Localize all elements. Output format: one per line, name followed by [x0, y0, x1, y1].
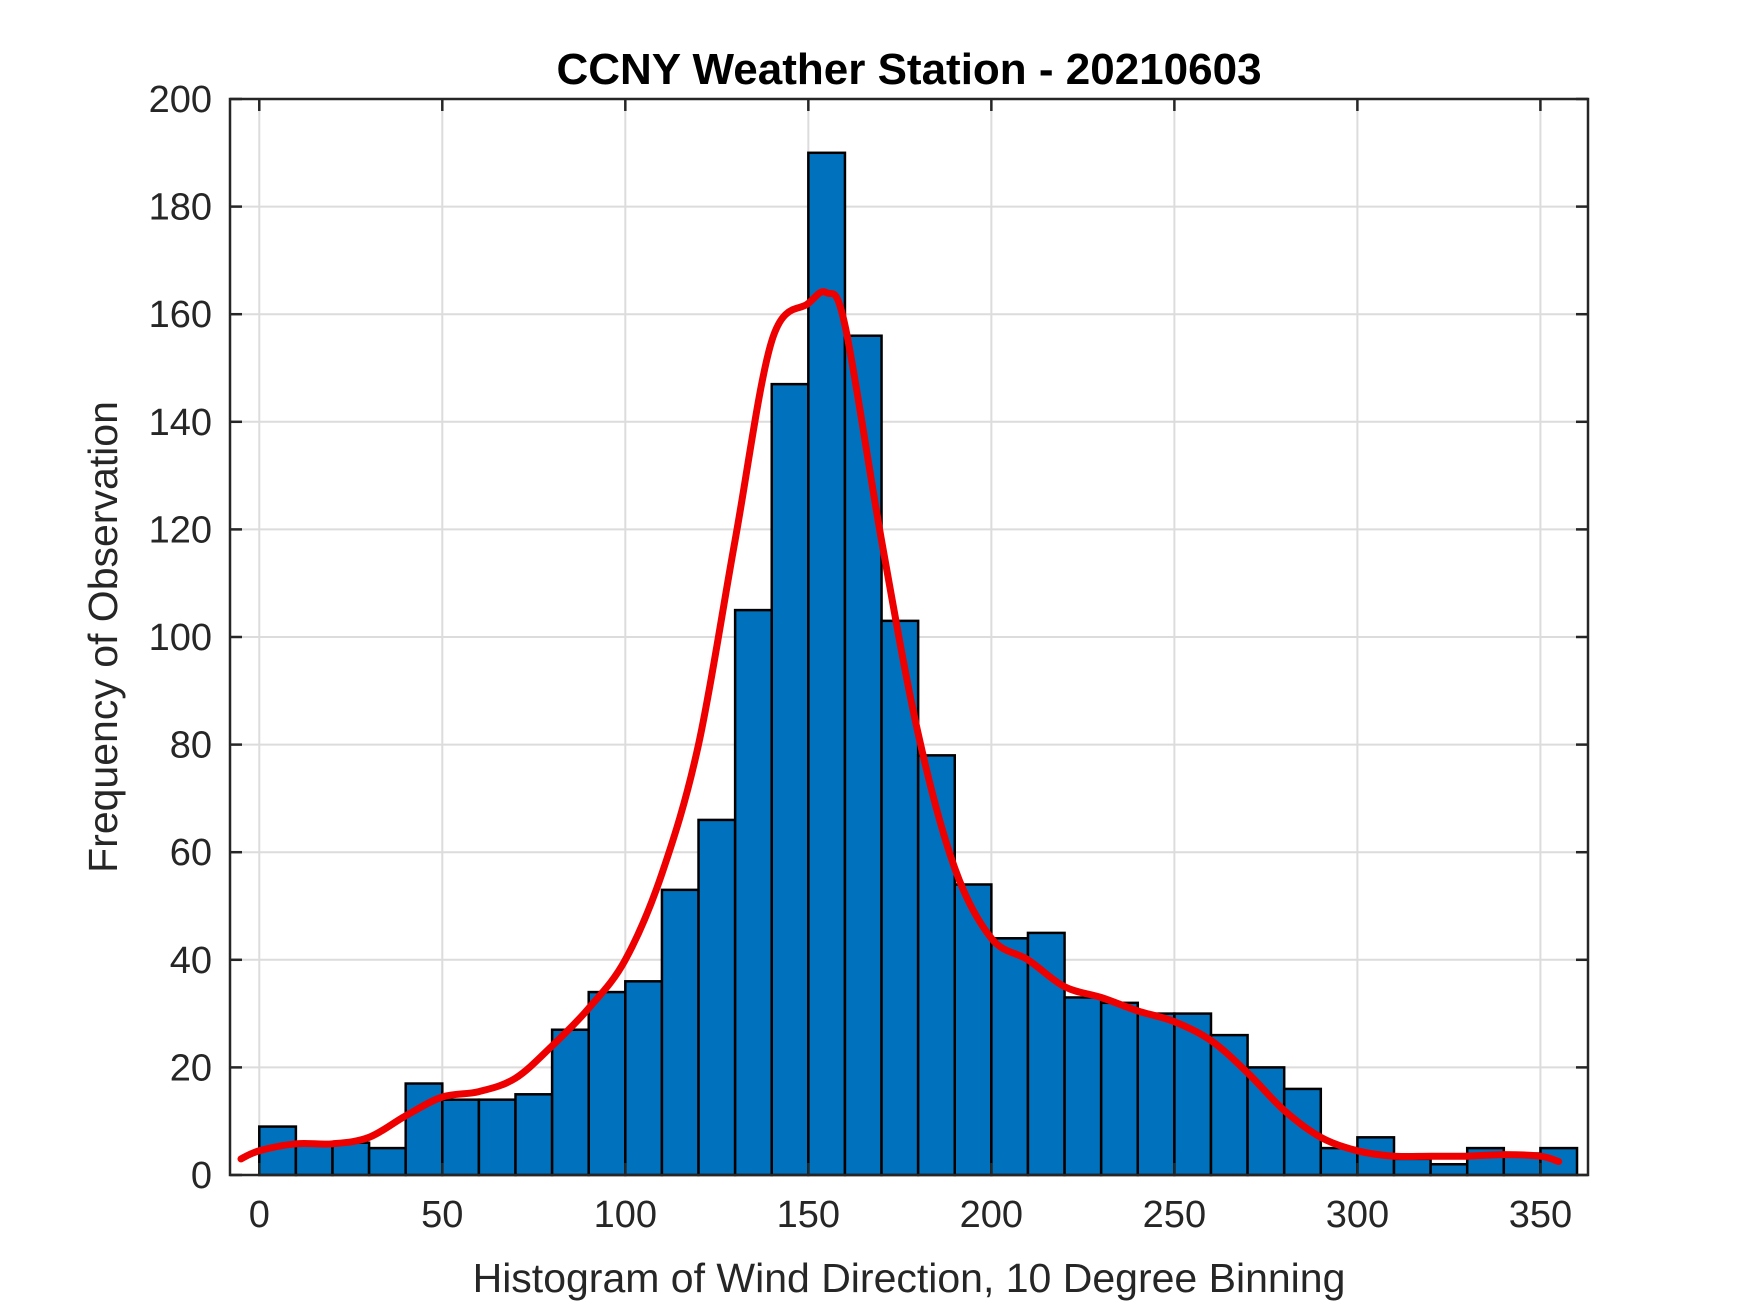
histogram-bar	[1429, 1162, 1469, 1177]
histogram-bar	[1136, 1012, 1176, 1177]
x-tick-label: 350	[1509, 1194, 1572, 1236]
x-tick-label: 0	[249, 1194, 270, 1236]
histogram-bar	[624, 980, 664, 1177]
y-tick-label: 200	[149, 79, 212, 121]
y-tick-label: 160	[149, 294, 212, 336]
y-tick-label: 140	[149, 402, 212, 444]
histogram-bar	[477, 1098, 517, 1177]
histogram-bar	[697, 818, 737, 1177]
fit-curve-layer	[237, 288, 1563, 1165]
histogram-bar	[843, 334, 883, 1177]
y-tick-label: 40	[170, 940, 212, 982]
x-tick-label: 50	[421, 1194, 463, 1236]
histogram-bar	[1026, 931, 1066, 1177]
x-axis-label: Histogram of Wind Direction, 10 Degree B…	[473, 1255, 1346, 1301]
y-tick-label: 120	[149, 509, 212, 551]
histogram-bar	[1063, 996, 1103, 1177]
x-tick-label: 150	[777, 1194, 840, 1236]
histogram-bar	[1392, 1157, 1432, 1177]
fit-curve-line	[237, 288, 1563, 1165]
y-tick-label: 0	[191, 1155, 212, 1197]
histogram-bar	[1099, 1001, 1140, 1177]
histogram-bar	[294, 1141, 334, 1177]
x-tick-label: 250	[1143, 1194, 1206, 1236]
histogram-bar	[733, 608, 773, 1177]
axis-ticks	[230, 97, 1588, 1177]
x-tick-label: 200	[960, 1194, 1023, 1236]
y-tick-label: 100	[149, 617, 212, 659]
histogram-bar	[770, 382, 810, 1177]
x-tick-label: 100	[594, 1194, 657, 1236]
histogram-bar	[331, 1141, 371, 1177]
histogram-bars	[258, 151, 1579, 1177]
x-tick-label: 300	[1326, 1194, 1389, 1236]
histogram-bar	[514, 1093, 554, 1177]
y-tick-label: 60	[170, 832, 212, 874]
histogram-bar	[660, 888, 700, 1177]
histogram-bar	[990, 937, 1030, 1177]
y-tick-label: 20	[170, 1047, 212, 1089]
tick-labels: 0 50 100 150 200 250 300 350 0 20 40 60 80 100 120 140 1…	[149, 79, 1573, 1236]
y-tick-label: 180	[149, 187, 212, 229]
chart-title: CCNY Weather Station - 20210603	[556, 45, 1261, 94]
histogram-bar	[441, 1098, 481, 1177]
histogram-bar	[587, 990, 627, 1177]
y-axis-label: Frequency of Observation	[80, 401, 126, 873]
y-tick-label: 80	[170, 725, 212, 767]
histogram-bar	[1246, 1066, 1286, 1177]
histogram-bar	[550, 1028, 590, 1177]
histogram-bar	[367, 1146, 407, 1177]
